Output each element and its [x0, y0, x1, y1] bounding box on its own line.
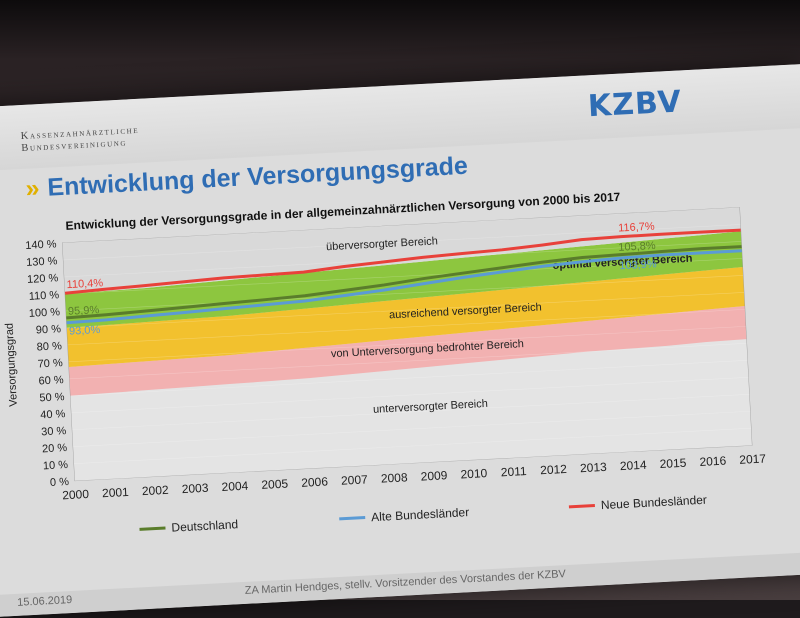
kzbv-logo: KZBV — [587, 84, 683, 125]
lines-layer — [64, 228, 742, 325]
data-label: 105,8% — [618, 240, 656, 254]
legend-swatch — [568, 504, 595, 509]
data-label: 95,9% — [68, 304, 100, 318]
gridline — [73, 410, 751, 448]
x-tick-label: 2013 — [580, 460, 608, 475]
gridline — [68, 326, 746, 363]
gridline — [65, 275, 744, 312]
gridline — [73, 427, 752, 465]
gridline — [67, 309, 745, 346]
gridline — [63, 224, 741, 261]
data-label: 116,7% — [618, 221, 655, 235]
series-line — [66, 249, 742, 325]
y-axis-label: Versorgungsgrad — [4, 323, 20, 407]
gridline — [65, 258, 743, 295]
y-tick-label: 30 % — [41, 425, 67, 438]
gridline — [69, 343, 747, 380]
gridline — [71, 376, 749, 414]
band-1 — [68, 305, 747, 396]
x-tick-label: 2010 — [460, 466, 488, 481]
y-tick-label: 130 % — [26, 255, 58, 269]
x-tick-label: 2015 — [659, 456, 687, 471]
x-tick-label: 2014 — [619, 458, 647, 473]
gridline — [66, 292, 744, 329]
x-tick-label: 2000 — [62, 487, 90, 502]
gridline — [70, 360, 748, 397]
y-tick-label: 0 % — [50, 476, 70, 489]
legend-label: Deutschland — [171, 517, 238, 534]
y-axis-layer: 0 % 10 % 20 % 30 % 40 % 50 % 60 % 70 % 80 % 90 % 1… — [4, 238, 70, 489]
y-tick-label: 20 % — [42, 442, 68, 455]
y-tick-label: 50 % — [39, 391, 65, 404]
x-tick-label: 2008 — [381, 470, 409, 485]
y-tick-label: 80 % — [36, 340, 62, 353]
series-line — [64, 228, 741, 295]
data-labels-layer: 110,4% 95,9% 93,0% 116,7% 105,8% 103,9% — [66, 221, 657, 338]
y-tick-label: 100 % — [29, 306, 61, 320]
gridline — [74, 444, 752, 481]
x-tick-label: 2017 — [739, 451, 767, 466]
legend-layer: Deutschland Alte Bundesländer Neue Bundesl… — [139, 493, 708, 535]
x-tick-label: 2003 — [181, 481, 209, 496]
x-tick-label: 2007 — [341, 472, 369, 487]
legend-label: Neue Bundesländer — [601, 493, 708, 513]
x-tick-label: 2005 — [261, 477, 289, 492]
y-tick-label: 70 % — [37, 357, 63, 370]
y-tick-label: 110 % — [29, 289, 60, 303]
band-4 — [62, 207, 741, 294]
legend-swatch — [139, 526, 166, 531]
band-label: unterversorgter Bereich — [373, 398, 488, 416]
data-label: 93,0% — [69, 324, 101, 338]
y-tick-label: 90 % — [36, 323, 62, 336]
x-tick-label: 2009 — [420, 468, 448, 483]
data-label: 103,9% — [619, 258, 657, 272]
band-2 — [66, 266, 745, 367]
x-axis-layer: 2000 2001 2002 2003 2004 2005 2006 2007 2008 2009… — [62, 451, 767, 502]
y-tick-label: 120 % — [27, 272, 59, 286]
footer-date: 15.06.2019 — [16, 593, 73, 609]
y-tick-label: 10 % — [43, 459, 69, 472]
band-0 — [70, 339, 752, 481]
x-tick-label: 2011 — [500, 464, 527, 479]
y-tick-label: 60 % — [38, 374, 64, 387]
gridlines-layer — [62, 207, 752, 481]
x-tick-label: 2002 — [142, 483, 170, 498]
y-tick-label: 140 % — [25, 238, 57, 252]
x-tick-label: 2016 — [699, 454, 727, 469]
gridline — [72, 393, 750, 431]
title-marker-icon: » — [24, 174, 41, 203]
legend-label: Alte Bundesländer — [371, 505, 470, 524]
presentation-slide: Kassenzahnärztliche Bundesvereinigung KZ… — [0, 63, 800, 618]
gridline — [62, 207, 740, 244]
y-tick-label: 40 % — [40, 408, 66, 421]
data-label: 110,4% — [66, 277, 103, 291]
series-line — [66, 245, 742, 320]
legend-swatch — [339, 516, 366, 521]
band-label: überversorgter Bereich — [326, 235, 438, 253]
x-tick-label: 2006 — [301, 474, 329, 489]
x-tick-label: 2001 — [102, 485, 130, 500]
x-tick-label: 2012 — [540, 462, 568, 477]
organization-name: Kassenzahnärztliche Bundesvereinigung — [21, 125, 141, 155]
x-tick-label: 2004 — [221, 479, 249, 494]
